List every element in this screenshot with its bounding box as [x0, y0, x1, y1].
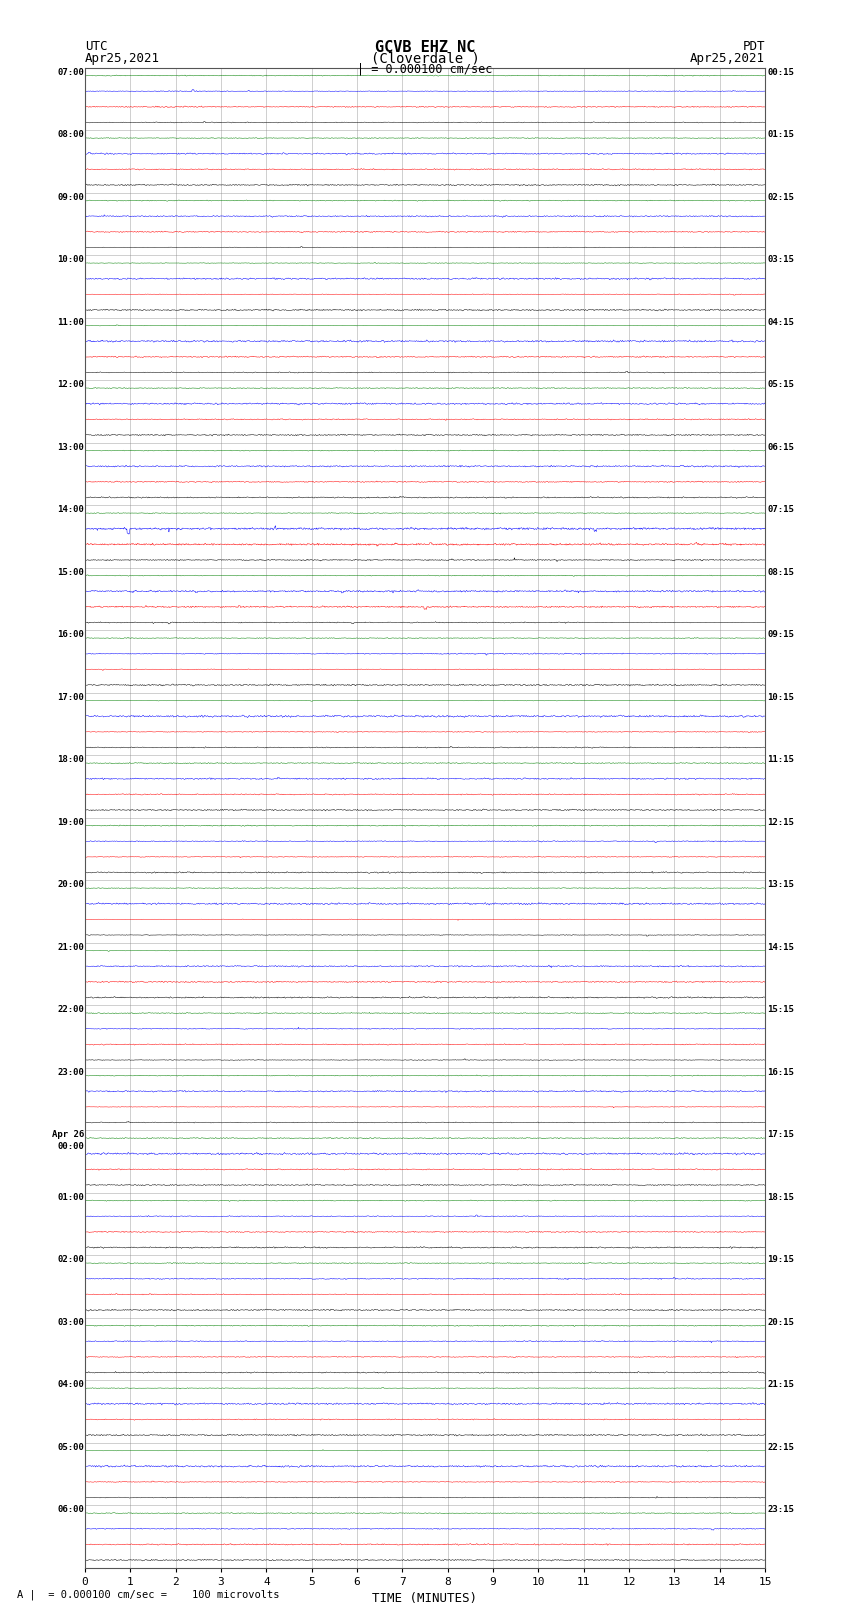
Text: 23:15: 23:15 [768, 1505, 794, 1515]
Text: 21:15: 21:15 [768, 1381, 794, 1389]
Text: 11:00: 11:00 [57, 318, 84, 327]
Text: 22:15: 22:15 [768, 1442, 794, 1452]
Text: 19:15: 19:15 [768, 1255, 794, 1265]
Text: 18:00: 18:00 [57, 755, 84, 765]
Text: 20:00: 20:00 [57, 881, 84, 889]
Text: Apr 26: Apr 26 [52, 1131, 84, 1139]
Text: 12:00: 12:00 [57, 381, 84, 389]
Text: 03:15: 03:15 [768, 255, 794, 265]
Text: 14:00: 14:00 [57, 505, 84, 515]
Text: 02:15: 02:15 [768, 194, 794, 202]
Text: 21:00: 21:00 [57, 942, 84, 952]
Text: 23:00: 23:00 [57, 1068, 84, 1077]
Text: 06:00: 06:00 [57, 1505, 84, 1515]
Text: (Cloverdale ): (Cloverdale ) [371, 52, 479, 66]
Text: 09:15: 09:15 [768, 631, 794, 639]
Text: 13:15: 13:15 [768, 881, 794, 889]
Text: 00:15: 00:15 [768, 68, 794, 77]
Text: 09:00: 09:00 [57, 194, 84, 202]
Text: | = 0.000100 cm/sec: | = 0.000100 cm/sec [357, 63, 493, 76]
Text: 11:15: 11:15 [768, 755, 794, 765]
Text: 13:00: 13:00 [57, 444, 84, 452]
Text: 16:15: 16:15 [768, 1068, 794, 1077]
Text: 08:00: 08:00 [57, 131, 84, 139]
Text: 08:15: 08:15 [768, 568, 794, 577]
Text: 19:00: 19:00 [57, 818, 84, 827]
Text: Apr25,2021: Apr25,2021 [690, 52, 765, 65]
Text: 20:15: 20:15 [768, 1318, 794, 1327]
Text: 17:00: 17:00 [57, 694, 84, 702]
Text: Apr25,2021: Apr25,2021 [85, 52, 160, 65]
Text: 06:15: 06:15 [768, 444, 794, 452]
Text: GCVB EHZ NC: GCVB EHZ NC [375, 40, 475, 55]
Text: 01:00: 01:00 [57, 1194, 84, 1202]
Text: 15:00: 15:00 [57, 568, 84, 577]
Text: 17:15: 17:15 [768, 1131, 794, 1139]
Text: 18:15: 18:15 [768, 1194, 794, 1202]
Text: 10:15: 10:15 [768, 694, 794, 702]
Text: 12:15: 12:15 [768, 818, 794, 827]
Text: A |  = 0.000100 cm/sec =    100 microvolts: A | = 0.000100 cm/sec = 100 microvolts [17, 1589, 280, 1600]
Text: 14:15: 14:15 [768, 942, 794, 952]
Text: 04:15: 04:15 [768, 318, 794, 327]
Text: 02:00: 02:00 [57, 1255, 84, 1265]
Text: 07:15: 07:15 [768, 505, 794, 515]
Text: PDT: PDT [743, 40, 765, 53]
Text: 00:00: 00:00 [57, 1142, 84, 1150]
Text: 22:00: 22:00 [57, 1005, 84, 1015]
Text: 05:00: 05:00 [57, 1442, 84, 1452]
Text: 16:00: 16:00 [57, 631, 84, 639]
X-axis label: TIME (MINUTES): TIME (MINUTES) [372, 1592, 478, 1605]
Text: UTC: UTC [85, 40, 107, 53]
Text: 07:00: 07:00 [57, 68, 84, 77]
Text: 10:00: 10:00 [57, 255, 84, 265]
Text: 05:15: 05:15 [768, 381, 794, 389]
Text: 15:15: 15:15 [768, 1005, 794, 1015]
Text: 01:15: 01:15 [768, 131, 794, 139]
Text: 04:00: 04:00 [57, 1381, 84, 1389]
Text: 03:00: 03:00 [57, 1318, 84, 1327]
